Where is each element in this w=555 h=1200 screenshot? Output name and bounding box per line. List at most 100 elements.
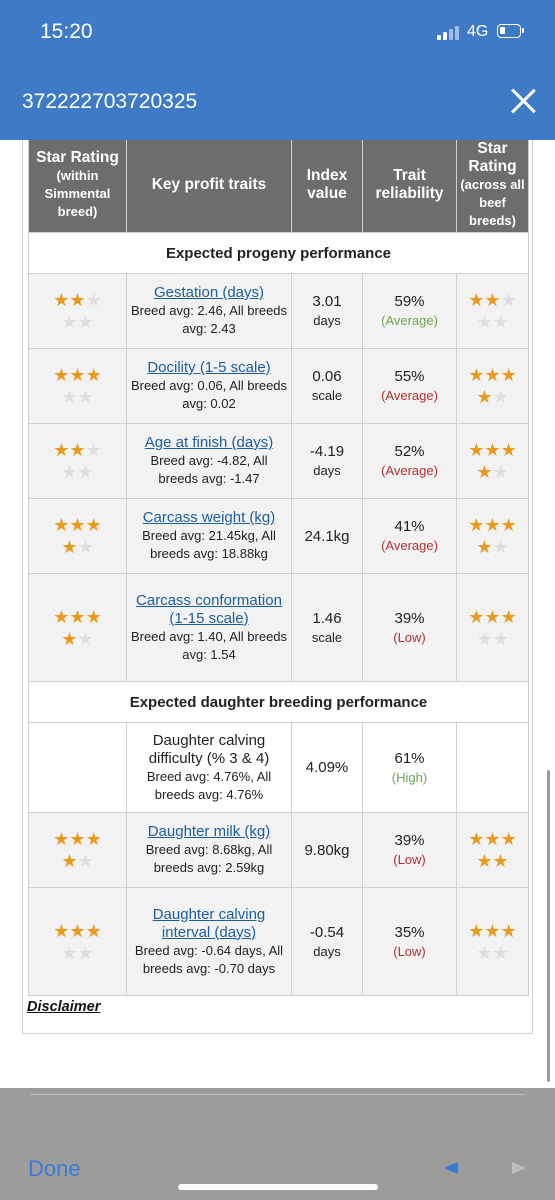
trait-cell: Daughter calving interval (days) Breed av…	[126, 887, 292, 996]
trait-cell: Docility (1-5 scale) Breed avg: 0.06, All…	[126, 348, 292, 424]
star-icon: ★	[468, 920, 485, 941]
index-unit: days	[313, 313, 341, 328]
reliability-cell: 35% (Low)	[362, 887, 457, 996]
status-bar: 15:20 4G	[0, 0, 555, 62]
evaluation-panel: Star Rating (within Simmental breed) Key …	[22, 140, 533, 1034]
star-cell-all: ★★★ ★★	[456, 498, 529, 574]
star-icon: ★	[69, 920, 86, 941]
header-star-right-title: Star Rating	[468, 140, 517, 175]
battery-icon	[497, 24, 524, 38]
scrollbar[interactable]	[547, 770, 550, 1082]
forward-arrow-icon[interactable]	[512, 1162, 526, 1174]
star-icon: ★	[500, 515, 517, 535]
index-value: 4.09%	[305, 759, 349, 776]
star-icon: ★	[61, 312, 78, 332]
star-cell-all: ★★★ ★★	[456, 573, 529, 682]
index-cell: -0.54 days	[291, 887, 363, 996]
index-unit: days	[313, 463, 341, 478]
star-icon: ★	[500, 365, 517, 385]
star-cell-all	[456, 722, 529, 813]
index-cell: -4.19 days	[291, 423, 363, 499]
star-icon: ★	[53, 829, 70, 849]
reliability-value: 59%	[394, 293, 425, 310]
star-icon: ★	[500, 290, 517, 310]
title-bar: 372222703720325	[0, 62, 555, 140]
reliability-value: 35%	[394, 923, 425, 941]
trait-link[interactable]: Carcass weight (kg)	[142, 509, 276, 526]
trait-link[interactable]: Docility (1-5 scale)	[147, 359, 271, 376]
star-rating: ★★★ ★★	[468, 606, 516, 650]
content-area[interactable]: Star Rating (within Simmental breed) Key …	[0, 140, 555, 1088]
star-icon: ★	[484, 920, 501, 941]
star-icon: ★	[53, 440, 70, 460]
trait-link[interactable]: Carcass conformation (1-15 scale)	[136, 591, 282, 627]
star-icon: ★	[468, 440, 485, 460]
star-cell-breed: ★★★ ★★	[28, 887, 127, 996]
trait-link[interactable]: Gestation (days)	[153, 284, 265, 301]
index-cell: 9.80kg	[291, 812, 363, 888]
star-icon: ★	[484, 606, 501, 627]
index-value: 3.01	[312, 293, 342, 310]
star-rating: ★★★ ★★	[468, 439, 516, 483]
reliability-label: (Average)	[381, 313, 438, 328]
star-cell-breed: ★★★ ★★	[28, 498, 127, 574]
reliability-label: (Low)	[393, 629, 426, 645]
home-indicator	[178, 1184, 378, 1190]
page-title: 372222703720325	[22, 90, 198, 113]
star-icon: ★	[69, 365, 86, 385]
star-icon: ★	[77, 312, 94, 332]
star-icon: ★	[492, 537, 509, 557]
reliability-label: (Average)	[381, 463, 438, 478]
trait-cell: Carcass weight (kg) Breed avg: 21.45kg, A…	[126, 498, 292, 574]
index-unit: scale	[311, 388, 343, 403]
star-icon: ★	[77, 942, 94, 963]
trait-cell: Daughter calving difficulty (% 3 & 4) Bre…	[126, 722, 292, 813]
table-row: Daughter calving difficulty (% 3 & 4) Bre…	[28, 722, 529, 813]
star-cell-breed: ★★★ ★★	[28, 573, 127, 682]
star-icon: ★	[484, 290, 501, 310]
reliability-cell: 39% (Low)	[362, 812, 457, 888]
back-arrow-icon[interactable]	[444, 1162, 458, 1174]
star-cell-all: ★★★ ★★	[456, 887, 529, 996]
index-cell: 3.01 days	[291, 273, 363, 349]
star-icon: ★	[69, 606, 86, 627]
index-unit: days	[313, 943, 341, 959]
star-icon: ★	[484, 365, 501, 385]
reliability-label: (High)	[391, 769, 428, 785]
trait-link[interactable]: Daughter calving interval (days)	[152, 905, 266, 941]
trait-name: Daughter calving difficulty (% 3 & 4)	[148, 731, 270, 767]
star-icon: ★	[53, 290, 70, 310]
star-icon: ★	[61, 851, 78, 871]
star-icon: ★	[77, 387, 94, 407]
star-icon: ★	[476, 387, 493, 407]
star-rating: ★★★ ★★	[53, 364, 101, 408]
trait-link[interactable]: Daughter milk (kg)	[147, 823, 271, 840]
section-daughter: Expected daughter breeding performance	[28, 681, 529, 723]
header-index-value: Index value	[291, 140, 363, 233]
trait-link[interactable]: Age at finish (days)	[144, 434, 274, 451]
star-rating: ★★★ ★★	[468, 364, 516, 408]
reliability-cell: 52% (Average)	[362, 423, 457, 499]
trait-cell: Carcass conformation (1-15 scale) Breed a…	[126, 573, 292, 682]
star-icon: ★	[69, 290, 86, 310]
done-button[interactable]: Done	[28, 1156, 81, 1181]
reliability-cell: 59% (Average)	[362, 273, 457, 349]
star-icon: ★	[61, 942, 78, 963]
reliability-value: 39%	[394, 609, 425, 627]
header-trait-reliability: Trait reliability	[362, 140, 457, 233]
star-icon: ★	[69, 440, 86, 460]
disclaimer-link[interactable]: Disclaimer	[27, 999, 101, 1015]
table-row: ★★★ ★★ Daughter milk (kg) Breed avg: 8.68kg…	[28, 812, 529, 888]
close-icon[interactable]	[509, 87, 537, 115]
trait-averages: Breed avg: -0.64 days, All breeds avg: -…	[134, 942, 284, 976]
profit-traits-table: Star Rating (within Simmental breed) Key …	[28, 140, 529, 996]
header-star-rating-breed: Star Rating (within Simmental breed)	[28, 140, 127, 233]
trait-averages: Breed avg: 4.76%, All breeds avg: 4.76%	[146, 768, 272, 802]
reliability-cell: 41% (Average)	[362, 498, 457, 574]
star-icon: ★	[476, 851, 493, 871]
star-icon: ★	[484, 829, 501, 849]
star-icon: ★	[61, 387, 78, 407]
star-icon: ★	[492, 942, 509, 963]
star-icon: ★	[476, 537, 493, 557]
reliability-label: (Average)	[381, 388, 438, 403]
